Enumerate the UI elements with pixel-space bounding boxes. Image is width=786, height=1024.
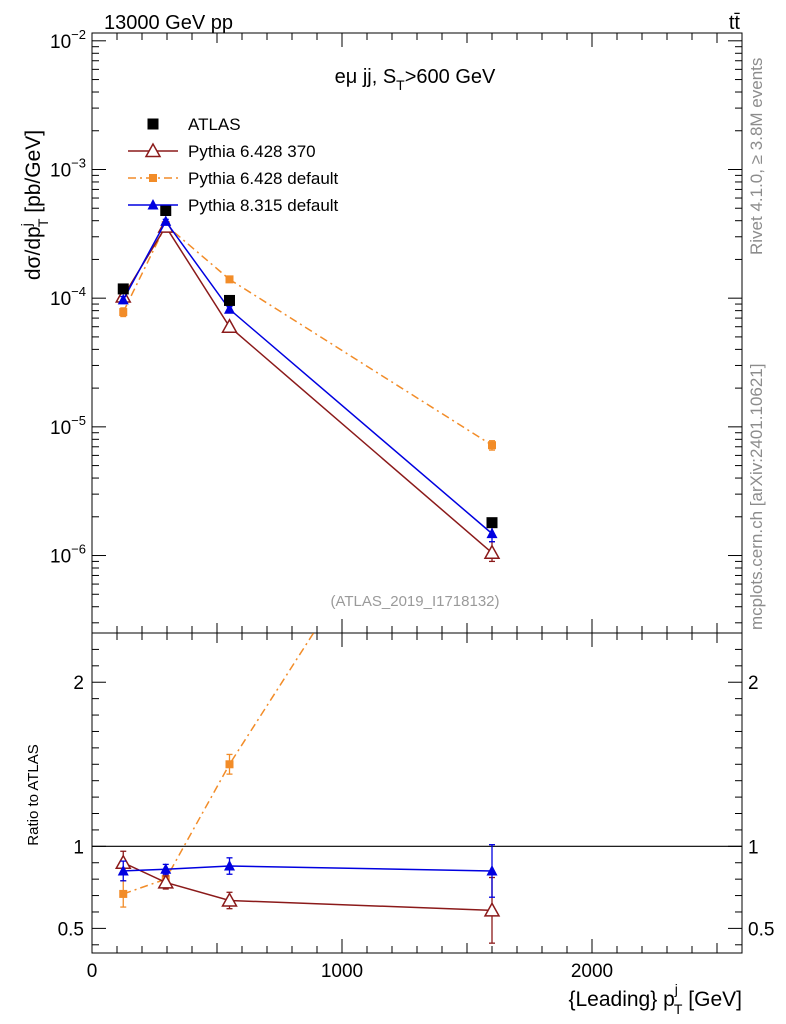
- ratio-y-tick-label: 2: [73, 673, 84, 694]
- ratio-py6_default-line: [123, 633, 315, 895]
- ratio-py6_370-point: [157, 873, 175, 889]
- main-py6_default-point: [119, 308, 128, 317]
- x-tick-label: 2000: [571, 961, 613, 982]
- x-label-sup: j: [674, 981, 678, 997]
- legend-marker: [149, 174, 157, 182]
- tick-exponent: −6: [71, 542, 86, 557]
- x-axis-label: {Leading} pj T [GeV]: [568, 981, 742, 1017]
- main-py6_370-point: [483, 544, 501, 560]
- analysis-watermark: (ATLAS_2019_I1718132): [330, 593, 499, 610]
- legend-label: Pythia 8.315 default: [188, 196, 339, 215]
- legend-label: Pythia 6.428 default: [188, 169, 339, 188]
- plot-title-tail: >600 GeV: [405, 66, 496, 88]
- main-y-tick-label: 10−5: [50, 413, 86, 439]
- main-y-tick-label: 10−4: [50, 284, 86, 310]
- main-y-tick-label: 10−2: [50, 27, 86, 53]
- ratio-axis-ticks: [91, 632, 743, 953]
- main-y-tick-label: 10−3: [50, 155, 86, 181]
- tick-exponent: −5: [71, 413, 86, 428]
- tick-mantissa: 10: [50, 547, 71, 568]
- ratio-y-tick-label: 1: [73, 837, 84, 858]
- ratio-py8_default-point: [117, 864, 129, 876]
- legend-item: Pythia 8.315 default: [128, 196, 339, 215]
- legend-label: ATLAS: [188, 115, 241, 134]
- main-atlas-point: [160, 205, 172, 217]
- main-py8_default-line: [122, 219, 493, 535]
- tick-mantissa: 10: [50, 160, 71, 181]
- main-y-label-tail: [pb/GeV]: [22, 130, 45, 219]
- plot-title-subscript: T: [396, 77, 405, 93]
- tick-exponent: −4: [71, 284, 86, 299]
- energy-label: 13000 GeV pp: [104, 12, 233, 34]
- main-data-layer: [114, 205, 501, 563]
- plot-title: eμ jj, ST>600 GeV: [335, 66, 496, 93]
- x-label-main: {Leading} p: [568, 988, 674, 1011]
- main-py8_default-point: [486, 527, 498, 539]
- ratio-py8_default-line: [123, 865, 493, 872]
- x-label-sub: T: [674, 1001, 683, 1017]
- process-label: tt̄: [729, 12, 741, 34]
- main-atlas-point: [224, 294, 235, 306]
- ratio-py6_370-point: [483, 901, 501, 917]
- main-atlas-point: [117, 283, 129, 295]
- plot-title-main: eμ jj, S: [335, 66, 397, 88]
- ratio-y-tick-label-right: 1: [748, 837, 759, 858]
- ratio-py6_default-point: [119, 889, 128, 898]
- main-py6_370-line: [122, 225, 493, 554]
- ratio-y-tick-label: 0.5: [58, 919, 84, 940]
- main-py6_default-point: [488, 441, 496, 450]
- ratio-y-tick-labels-left: 0.5 1 2: [58, 673, 84, 940]
- tick-exponent: −3: [71, 155, 86, 170]
- tick-mantissa: 10: [50, 418, 71, 439]
- main-y-label-sup: j: [18, 223, 34, 227]
- main-y-tick-labels: 10−610−510−410−310−2: [50, 27, 86, 568]
- legend-item: Pythia 6.428 default: [128, 169, 339, 188]
- main-py6_370-point: [221, 318, 238, 333]
- ratio-py8_default-point: [224, 860, 235, 871]
- ratio-y-tick-label-right: 2: [748, 673, 759, 694]
- rivet-version-label: Rivet 4.1.0, ≥ 3.8M events: [747, 58, 766, 255]
- ratio-y-tick-label-right: 0.5: [748, 919, 774, 940]
- legend-marker: [147, 118, 159, 130]
- tick-exponent: −2: [71, 27, 86, 42]
- legend-marker: [144, 142, 162, 158]
- legend-label: Pythia 6.428 370: [188, 142, 316, 161]
- ratio-py6_370-point: [221, 891, 238, 907]
- main-y-axis-ticks: [91, 33, 743, 633]
- legend-marker: [147, 199, 159, 210]
- ratio-py6_default-point: [225, 760, 234, 769]
- main-py8_default-point: [117, 293, 129, 305]
- x-tick-labels: 0 1000 2000: [87, 961, 613, 982]
- ratio-plot-frame: [91, 632, 743, 954]
- main-y-tick-label: 10−6: [50, 542, 86, 568]
- main-y-axis-label: dσ/dpjT [pb/GeV]: [18, 130, 51, 280]
- main-py6_default-line: [122, 223, 493, 446]
- main-py6_default-point: [225, 275, 234, 284]
- legend-item: ATLAS: [147, 115, 241, 134]
- main-atlas-point: [486, 517, 498, 529]
- main-y-label-main: dσ/dp: [22, 226, 45, 280]
- x-label-tail: [GeV]: [682, 988, 742, 1011]
- ratio-py8_default-point: [486, 864, 498, 876]
- ratio-py6_default-point: [488, 350, 496, 358]
- tick-mantissa: 10: [50, 32, 71, 53]
- legend-item: Pythia 6.428 370: [128, 142, 316, 161]
- x-tick-label: 0: [87, 961, 98, 982]
- ratio-data-layer: [114, 350, 501, 944]
- main-py8_default-point: [160, 215, 172, 226]
- ratio-y-tick-labels-right: 0.5 1 2: [748, 673, 774, 940]
- ratio-y-axis-label: Ratio to ATLAS: [25, 744, 42, 845]
- mcplots-source-label: mcplots.cern.ch [arXiv:2401.10621]: [747, 364, 766, 630]
- ratio-py8_default-point: [160, 863, 172, 874]
- main-py8_default-point: [224, 303, 235, 314]
- main-y-label-sub: T: [35, 218, 51, 227]
- x-tick-label: 1000: [321, 961, 363, 982]
- legend: ATLAS Pythia 6.428 370 Pythia 6.428 defaul…: [128, 115, 339, 215]
- tick-mantissa: 10: [50, 289, 71, 310]
- ratio-py6_370-line: [122, 862, 493, 912]
